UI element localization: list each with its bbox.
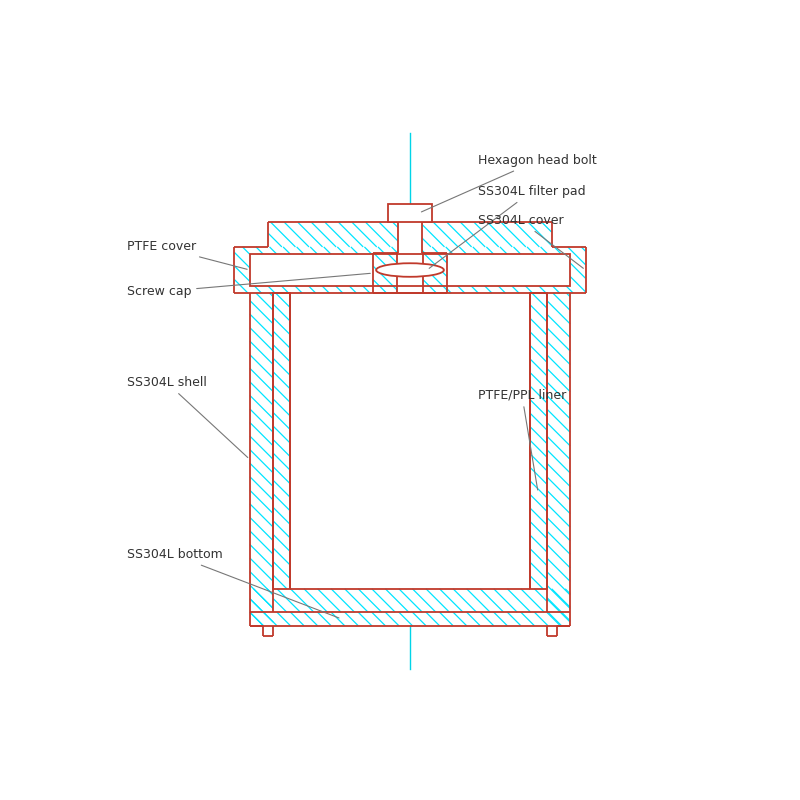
Text: Screw cap: Screw cap [126, 274, 370, 298]
Text: SS304L cover: SS304L cover [478, 214, 583, 268]
Bar [274, 293, 290, 589]
Bar [546, 293, 570, 626]
Bar [388, 204, 432, 222]
Text: SS304L bottom: SS304L bottom [126, 549, 339, 618]
Bar [268, 222, 552, 247]
Text: SS304L shell: SS304L shell [126, 376, 248, 458]
Bar [250, 293, 274, 626]
Ellipse shape [376, 263, 444, 277]
Bar [388, 204, 432, 222]
Bar [250, 254, 570, 286]
Text: PTFE/PPL liner: PTFE/PPL liner [478, 388, 566, 490]
Bar [274, 589, 546, 612]
Bar [373, 253, 397, 293]
Bar [397, 253, 423, 293]
Bar [530, 293, 546, 589]
Text: Hexagon head bolt: Hexagon head bolt [422, 154, 597, 212]
Text: PTFE cover: PTFE cover [126, 241, 247, 270]
Bar [398, 222, 422, 253]
Bar [274, 293, 546, 589]
Bar [250, 589, 570, 626]
Text: SS304L filter pad: SS304L filter pad [429, 185, 586, 268]
Bar [274, 293, 290, 589]
Bar [423, 253, 447, 293]
Bar [250, 254, 570, 286]
Bar [530, 293, 546, 589]
Bar [234, 247, 586, 293]
